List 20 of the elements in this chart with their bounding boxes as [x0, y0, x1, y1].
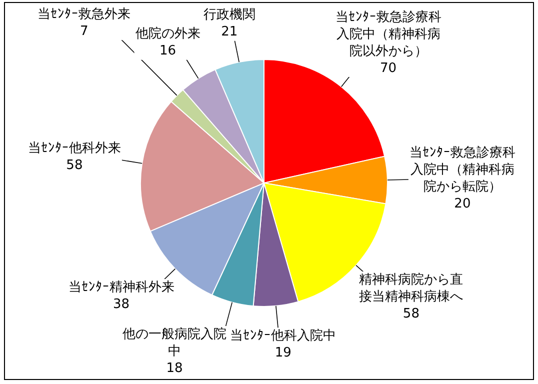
data-label: 19 — [274, 346, 292, 361]
data-label: 58 — [66, 158, 83, 174]
slice-label: 当ｾﾝﾀｰ救急診療科入院中（精神科病院から転院） — [409, 146, 516, 195]
data-label: 16 — [159, 44, 176, 59]
slice-label: 行政機関 — [203, 8, 256, 23]
data-label: 38 — [113, 296, 130, 312]
slice-label: 当ｾﾝﾀｰ他科外来 — [28, 141, 121, 156]
slice-label: 他の一般病院入院中 — [122, 326, 227, 359]
slice-label: 当ｾﾝﾀｰ救急診療科入院中（精神科病院以外から） — [335, 10, 442, 59]
data-label: 20 — [454, 196, 471, 212]
slice-label: 当ｾﾝﾀｰ他科入院中 — [230, 328, 336, 344]
data-label: 70 — [380, 60, 397, 76]
data-label: 18 — [166, 360, 183, 376]
slice-label: 精神科病院から直接当精神科病棟へ — [359, 272, 464, 304]
slice-label: 他院の外来 — [135, 26, 200, 42]
slice-label: 当ｾﾝﾀｰ救急外来 — [38, 7, 131, 22]
data-label: 7 — [80, 24, 88, 40]
slice-label: 当ｾﾝﾀｰ精神科外来 — [68, 280, 174, 295]
data-label: 21 — [221, 24, 238, 40]
data-label: 58 — [402, 306, 420, 322]
